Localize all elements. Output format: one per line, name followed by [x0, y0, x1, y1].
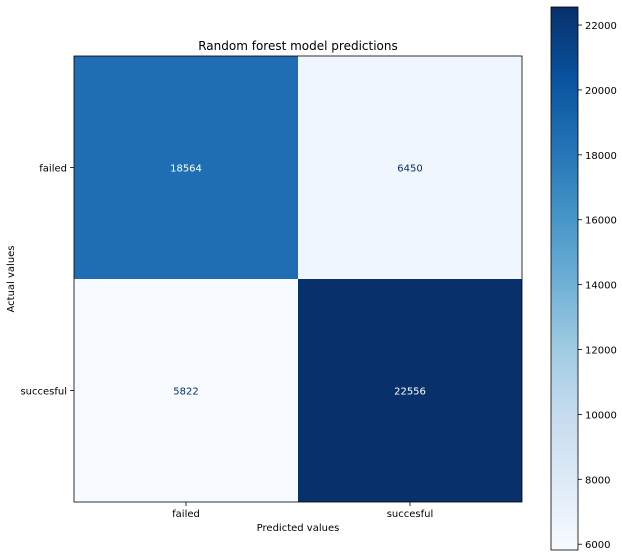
y-tick-label: succesful [20, 387, 67, 398]
colorbar [550, 6, 579, 551]
colorbar-tick-label: 12000 [585, 346, 617, 357]
y-tick-label: failed [39, 164, 67, 175]
y-axis-label: Actual values [6, 245, 17, 312]
x-tick-label: succesful [387, 509, 434, 520]
plot-frame [73, 55, 523, 503]
colorbar-tick-label: 16000 [585, 216, 617, 227]
colorbar-tick-label: 10000 [585, 410, 617, 421]
heatmap-cell [298, 279, 522, 502]
cell-value-label: 5822 [173, 387, 198, 398]
colorbar-ticks: 6000 8000 10000 12000 14000 16000 18000 20000 22… [578, 21, 617, 551]
colorbar-tick-label: 8000 [585, 475, 610, 486]
colorbar-tick-label: 18000 [585, 151, 617, 162]
colorbar-tick-label: 6000 [585, 540, 610, 551]
heatmap-cell [298, 56, 522, 279]
chart-title: Random forest model predictions [198, 39, 398, 53]
cell-value-label: 18564 [170, 164, 202, 175]
cell-value-label: 22556 [394, 387, 426, 398]
cell-value-label: 6450 [397, 164, 422, 175]
heatmap-cell-labels: 18564 6450 5822 22556 [170, 164, 426, 398]
heatmap-cell [74, 279, 298, 502]
heatmap-cell [74, 56, 298, 279]
y-axis-ticks: failed succesful [20, 164, 74, 398]
heatmap-cells [74, 56, 522, 502]
x-axis-label: Predicted values [257, 523, 340, 534]
x-axis-ticks: failed succesful [172, 502, 433, 520]
colorbar-tick-label: 14000 [585, 281, 617, 292]
colorbar-tick-label: 20000 [585, 86, 617, 97]
x-tick-label: failed [172, 509, 200, 520]
colorbar-tick-label: 22000 [585, 21, 617, 32]
